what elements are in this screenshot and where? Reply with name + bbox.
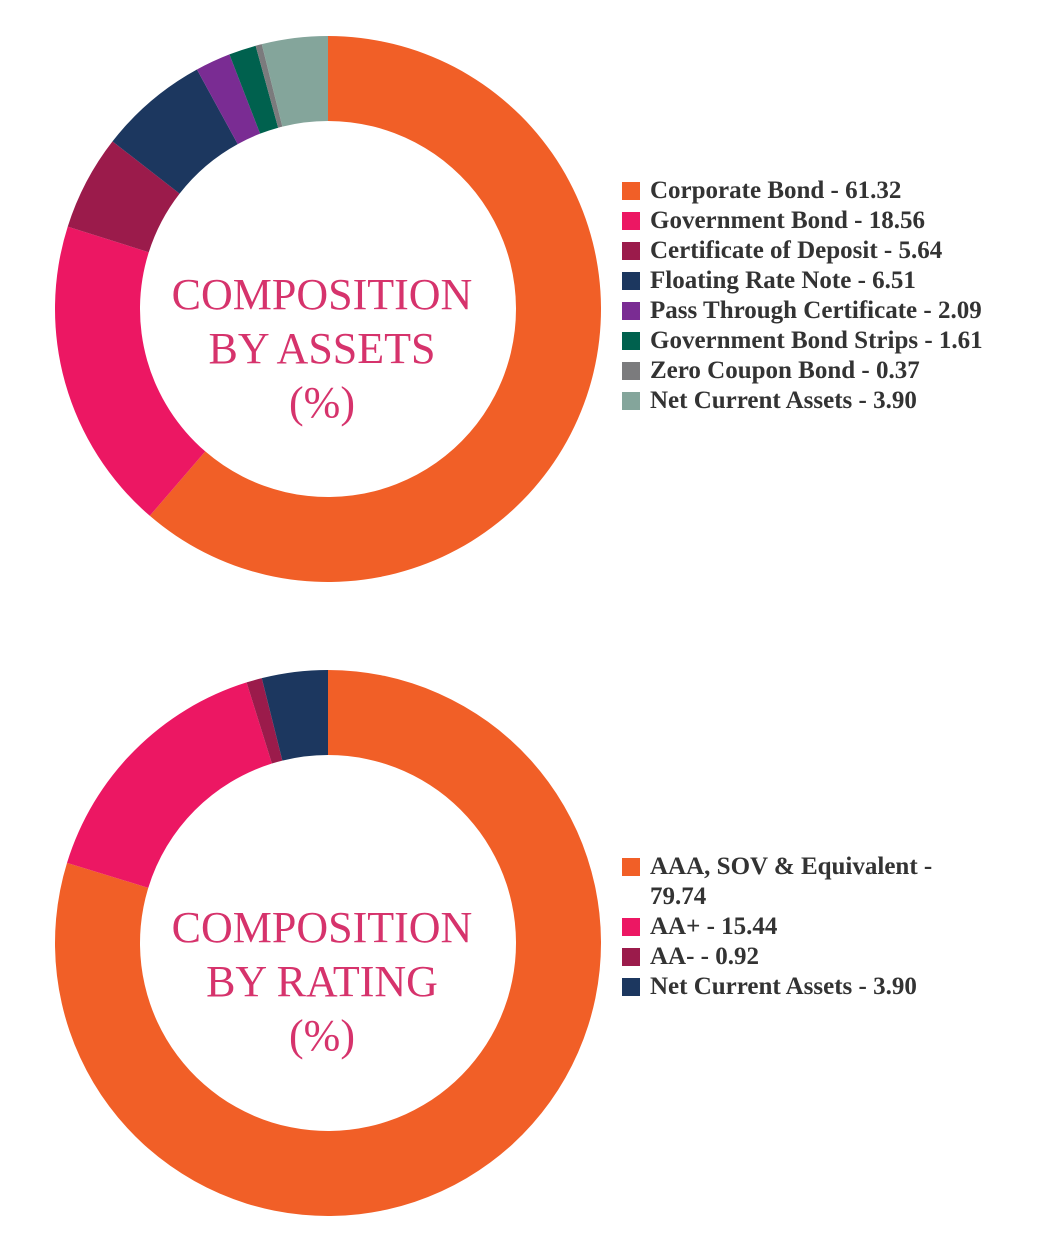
assets-legend-label-4: Pass Through Certificate - 2.09 [650, 297, 982, 324]
rating-legend-item-0: AAA, SOV & Equivalent - 79.74 [622, 852, 982, 912]
assets-legend-swatch-0 [622, 182, 640, 200]
assets-legend-swatch-2 [622, 242, 640, 260]
assets-legend-label-7: Net Current Assets - 3.90 [650, 387, 917, 414]
assets-slice-5 [229, 45, 279, 134]
assets-legend-item-0: Corporate Bond - 61.32 [622, 176, 1042, 206]
assets-legend-swatch-6 [622, 362, 640, 380]
assets-legend-swatch-5 [622, 332, 640, 350]
assets-slice-7 [261, 36, 328, 127]
assets-legend-label-6: Zero Coupon Bond - 0.37 [650, 357, 920, 384]
assets-donut-chart: COMPOSITION BY ASSETS (%) Corporate Bond… [0, 0, 1062, 600]
assets-legend-label-3: Floating Rate Note - 6.51 [650, 267, 916, 294]
rating-slice-1 [67, 682, 272, 888]
rating-title-line-1: COMPOSITION [171, 903, 473, 952]
assets-legend-item-7: Net Current Assets - 3.90 [622, 386, 1042, 416]
rating-legend-swatch-0 [622, 858, 640, 876]
assets-slice-4 [196, 54, 261, 145]
assets-legend-swatch-4 [622, 302, 640, 320]
assets-donut [55, 36, 602, 582]
assets-legend-label-2: Certificate of Deposit - 5.64 [650, 237, 943, 264]
rating-legend: AAA, SOV & Equivalent - 79.74 AA+ - 15.44… [622, 852, 982, 1002]
assets-legend-item-5: Government Bond Strips - 1.61 [622, 326, 1042, 356]
assets-legend: Corporate Bond - 61.32 Government Bond - … [622, 176, 1042, 416]
rating-legend-swatch-1 [622, 918, 640, 936]
rating-chart-title: COMPOSITION BY RATING (%) [142, 901, 502, 1063]
assets-legend-label-5: Government Bond Strips - 1.61 [650, 327, 983, 354]
rating-legend-label-2: AA- - 0.92 [650, 943, 760, 970]
assets-slice-0 [149, 36, 602, 582]
assets-legend-item-2: Certificate of Deposit - 5.64 [622, 236, 1042, 266]
rating-donut-chart: COMPOSITION BY RATING (%) AAA, SOV & Equ… [0, 636, 1062, 1253]
assets-slice-1 [55, 226, 206, 516]
rating-slice-0 [54, 670, 601, 1216]
rating-legend-item-2: AA- - 0.92 [622, 942, 982, 972]
assets-legend-swatch-7 [622, 392, 640, 410]
rating-donut [54, 670, 601, 1216]
rating-title-line-2: BY RATING [206, 957, 438, 1006]
assets-legend-label-0: Corporate Bond - 61.32 [650, 177, 902, 204]
rating-slice-2 [246, 678, 283, 764]
assets-legend-item-6: Zero Coupon Bond - 0.37 [622, 356, 1042, 386]
rating-legend-item-1: AA+ - 15.44 [622, 912, 982, 942]
rating-legend-item-3: Net Current Assets - 3.90 [622, 972, 982, 1002]
rating-legend-label-0: AAA, SOV & Equivalent - 79.74 [650, 853, 933, 910]
assets-legend-swatch-1 [622, 212, 640, 230]
assets-legend-label-1: Government Bond - 18.56 [650, 207, 925, 234]
assets-legend-swatch-3 [622, 272, 640, 290]
rating-title-line-3: (%) [289, 1011, 355, 1060]
rating-legend-label-1: AA+ - 15.44 [650, 913, 778, 940]
assets-title-line-3: (%) [289, 378, 355, 427]
assets-slice-2 [67, 141, 180, 253]
rating-legend-label-3: Net Current Assets - 3.90 [650, 973, 917, 1000]
assets-legend-item-1: Government Bond - 18.56 [622, 206, 1042, 236]
assets-title-line-2: BY ASSETS [208, 324, 436, 373]
assets-chart-title: COMPOSITION BY ASSETS (%) [142, 268, 502, 430]
rating-slice-3 [261, 670, 328, 761]
assets-slice-3 [112, 69, 238, 194]
assets-legend-item-3: Floating Rate Note - 6.51 [622, 266, 1042, 296]
assets-slice-6 [255, 44, 283, 128]
rating-legend-swatch-2 [622, 948, 640, 966]
rating-legend-swatch-3 [622, 978, 640, 996]
assets-legend-item-4: Pass Through Certificate - 2.09 [622, 296, 1042, 326]
assets-title-line-1: COMPOSITION [171, 270, 473, 319]
